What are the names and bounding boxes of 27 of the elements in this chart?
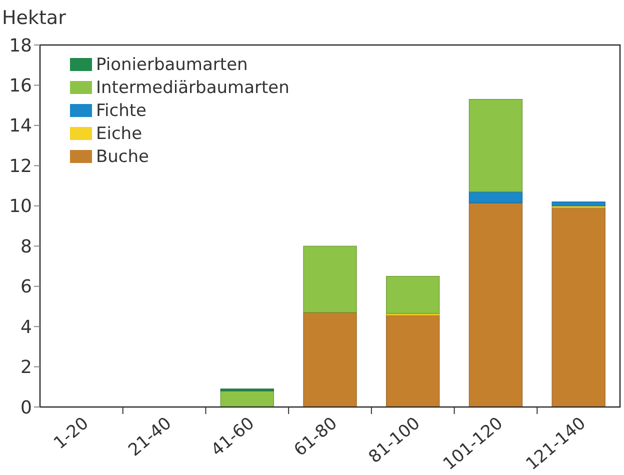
legend-label: Fichte bbox=[96, 101, 147, 121]
bar bbox=[386, 276, 440, 314]
bar bbox=[468, 99, 523, 192]
y-axis-title: Hektar bbox=[2, 7, 66, 29]
bar bbox=[220, 390, 274, 408]
bar bbox=[386, 315, 440, 408]
y-tick-label: 2 bbox=[20, 357, 32, 378]
y-tick-label: 4 bbox=[20, 316, 32, 338]
bar bbox=[552, 208, 606, 408]
y-tick-label: 16 bbox=[9, 76, 32, 97]
bar bbox=[468, 202, 523, 408]
bar bbox=[552, 202, 606, 206]
y-tick-label: 14 bbox=[9, 116, 32, 137]
y-tick-label: 12 bbox=[9, 156, 32, 177]
y-tick-label: 18 bbox=[9, 35, 32, 56]
legend-label: Pionierbaumarten bbox=[96, 55, 248, 75]
y-tick-label: 0 bbox=[20, 397, 32, 418]
bar bbox=[303, 246, 357, 313]
y-tick-label: 8 bbox=[20, 236, 32, 258]
legend-label: Eiche bbox=[96, 124, 142, 144]
y-tick-label: 6 bbox=[20, 276, 32, 298]
legend-label: Intermediärbaumarten bbox=[96, 78, 290, 98]
bar bbox=[468, 192, 523, 204]
legend-label: Buche bbox=[96, 147, 150, 167]
bar bbox=[220, 388, 274, 392]
bar bbox=[303, 312, 357, 408]
y-tick-label: 10 bbox=[9, 196, 32, 218]
